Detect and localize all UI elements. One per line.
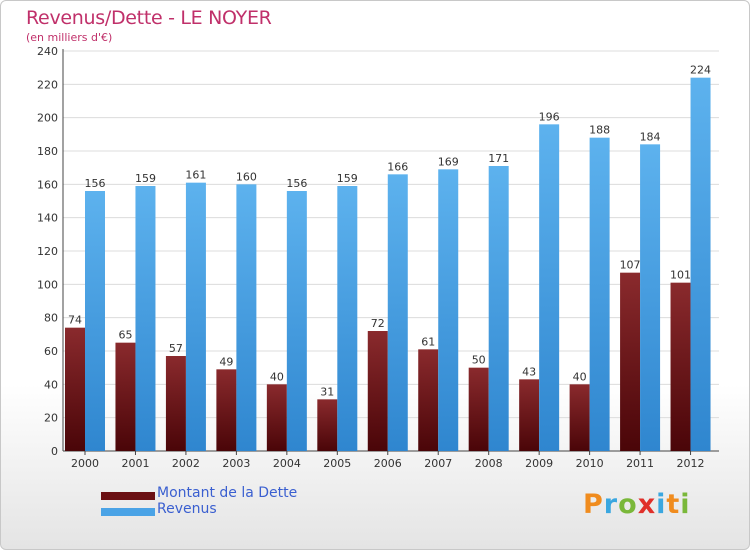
bar-revenus bbox=[387, 174, 408, 452]
bar-debt bbox=[519, 379, 540, 451]
x-tick-label: 2000 bbox=[71, 457, 99, 470]
x-tick-label: 2011 bbox=[626, 457, 654, 470]
data-label-debt: 65 bbox=[118, 329, 132, 342]
logo-letter: x bbox=[637, 489, 657, 520]
bar-debt bbox=[620, 272, 641, 451]
logo-letter: t bbox=[666, 489, 681, 520]
y-tick-label: 240 bbox=[37, 45, 58, 58]
data-label-revenus: 161 bbox=[185, 169, 206, 182]
y-tick-label: 160 bbox=[37, 178, 58, 191]
data-label-revenus: 188 bbox=[589, 124, 610, 137]
data-label-revenus: 159 bbox=[135, 172, 156, 185]
data-label-revenus: 196 bbox=[539, 110, 560, 123]
y-tick-label: 180 bbox=[37, 145, 58, 158]
bar-debt bbox=[367, 331, 388, 451]
data-label-debt: 57 bbox=[169, 342, 183, 355]
bar-revenus bbox=[539, 124, 560, 451]
logo-letter: i bbox=[656, 489, 667, 520]
proxiti-logo: Proxiti bbox=[583, 489, 691, 520]
bar-debt bbox=[317, 399, 338, 451]
bar-debt bbox=[418, 349, 439, 451]
data-label-debt: 50 bbox=[472, 354, 486, 367]
bar-revenus bbox=[438, 169, 459, 452]
x-tick-label: 2005 bbox=[323, 457, 351, 470]
y-tick-label: 20 bbox=[44, 412, 58, 425]
chart-subtitle: (en milliers d'€) bbox=[26, 31, 113, 44]
data-label-debt: 40 bbox=[270, 370, 284, 383]
legend-swatch-debt bbox=[101, 492, 155, 500]
bar-debt bbox=[670, 282, 691, 451]
x-tick-label: 2001 bbox=[121, 457, 149, 470]
data-label-revenus: 166 bbox=[387, 160, 408, 173]
y-tick-label: 60 bbox=[44, 345, 58, 358]
bar-debt bbox=[569, 384, 590, 451]
data-label-revenus: 224 bbox=[690, 64, 711, 77]
y-tick-label: 140 bbox=[37, 212, 58, 225]
x-tick-label: 2008 bbox=[475, 457, 503, 470]
y-tick-label: 100 bbox=[37, 278, 58, 291]
bar-revenus bbox=[85, 191, 105, 451]
bar-revenus bbox=[185, 182, 206, 451]
x-tick-label: 2002 bbox=[172, 457, 200, 470]
chart-title: Revenus/Dette - LE NOYER bbox=[26, 7, 272, 29]
bar-debt bbox=[115, 342, 136, 451]
logo-letter: o bbox=[618, 489, 638, 520]
x-tick-label: 2009 bbox=[525, 457, 553, 470]
bar-revenus bbox=[135, 186, 156, 451]
data-label-revenus: 171 bbox=[488, 152, 509, 165]
y-tick-label: 220 bbox=[37, 78, 58, 91]
bar-debt bbox=[468, 367, 489, 451]
bar-debt bbox=[266, 384, 287, 451]
bar-debt bbox=[216, 369, 237, 451]
data-label-revenus: 184 bbox=[640, 130, 661, 143]
y-tick-label: 120 bbox=[37, 245, 58, 258]
logo-letter: r bbox=[603, 489, 619, 520]
bar-revenus bbox=[236, 184, 257, 452]
data-label-debt: 31 bbox=[320, 385, 334, 398]
data-label-revenus: 156 bbox=[286, 177, 307, 190]
y-tick-label: 200 bbox=[37, 112, 58, 125]
x-tick-label: 2012 bbox=[677, 457, 705, 470]
data-label-debt: 61 bbox=[421, 335, 435, 348]
data-label-debt: 101 bbox=[670, 269, 691, 282]
data-label-revenus: 159 bbox=[337, 172, 358, 185]
data-label-debt: 49 bbox=[219, 355, 233, 368]
data-label-debt: 43 bbox=[522, 365, 536, 378]
x-tick-label: 2003 bbox=[222, 457, 250, 470]
bar-revenus bbox=[589, 137, 610, 451]
x-tick-label: 2006 bbox=[374, 457, 402, 470]
data-label-debt: 74 bbox=[68, 314, 82, 327]
bar-revenus bbox=[640, 144, 661, 452]
x-tick-label: 2004 bbox=[273, 457, 301, 470]
legend-label-revenus: Revenus bbox=[157, 501, 217, 517]
x-tick-label: 2007 bbox=[424, 457, 452, 470]
data-label-debt: 107 bbox=[620, 259, 641, 272]
legend-swatch-revenus bbox=[101, 508, 155, 516]
x-tick-label: 2010 bbox=[576, 457, 604, 470]
data-label-revenus: 160 bbox=[236, 170, 257, 183]
bar-revenus bbox=[488, 166, 509, 451]
logo-letter: i bbox=[680, 489, 691, 520]
y-tick-label: 0 bbox=[51, 445, 58, 458]
logo-letter: P bbox=[583, 489, 604, 520]
bar-debt bbox=[165, 356, 186, 451]
data-label-debt: 72 bbox=[371, 317, 385, 330]
y-tick-label: 40 bbox=[44, 378, 58, 391]
bar-revenus bbox=[337, 186, 358, 451]
y-tick-label: 80 bbox=[44, 312, 58, 325]
data-label-debt: 40 bbox=[573, 370, 587, 383]
bar-revenus bbox=[286, 191, 307, 451]
bar-revenus bbox=[690, 77, 711, 452]
bar-debt bbox=[65, 327, 85, 451]
data-label-revenus: 156 bbox=[85, 177, 106, 190]
legend-label-debt: Montant de la Dette bbox=[157, 485, 298, 501]
data-label-revenus: 169 bbox=[438, 155, 459, 168]
